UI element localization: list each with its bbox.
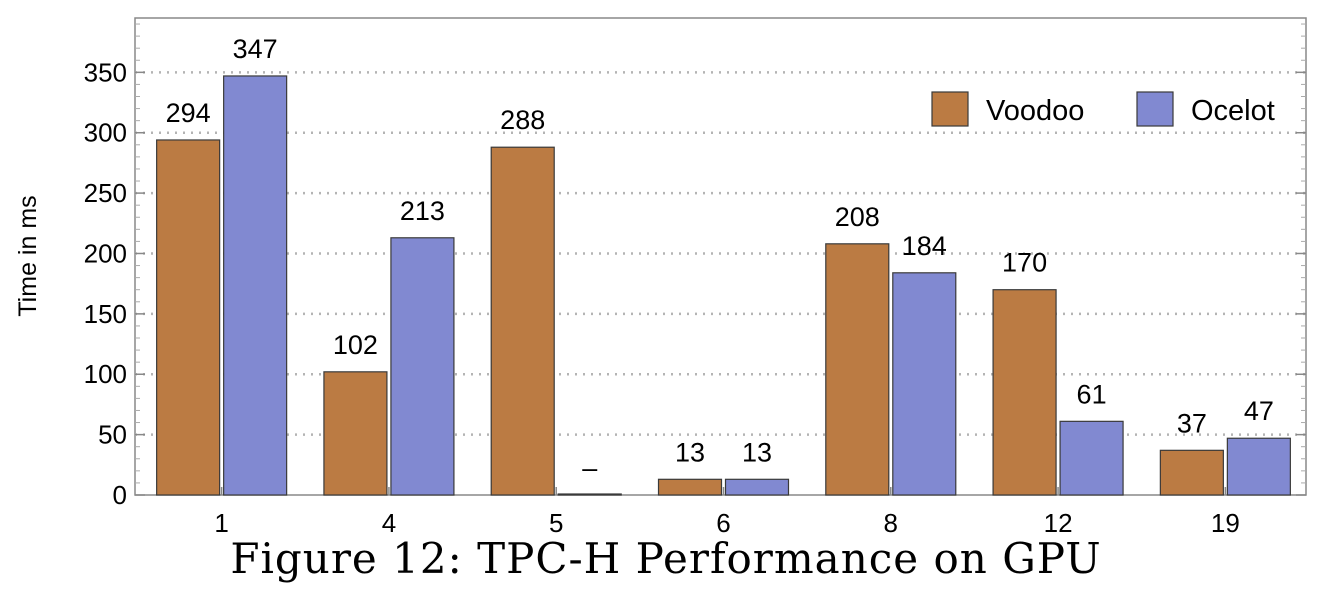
x-tick-label: 4: [382, 508, 396, 538]
bar-voodoo-19: [1159, 449, 1224, 496]
y-tick-label: 100: [84, 359, 127, 389]
y-tick-label: 300: [84, 118, 127, 148]
x-tick-label: 12: [1044, 508, 1073, 538]
bar-ocelot-5: [557, 493, 622, 496]
bar-chart: 0 50 100 150 200 250 300 350 1 4 5 6 8 12 19 294 347 10…: [14, 17, 1307, 538]
y-tick-label: 250: [84, 178, 127, 208]
plot-frame: [134, 17, 1307, 496]
bar-ocelot-1: [223, 75, 288, 496]
data-label-ocelot-6: 13: [742, 437, 772, 467]
data-label-voodoo-12: 170: [1002, 248, 1047, 278]
data-label-voodoo-19: 37: [1177, 408, 1207, 438]
bar-voodoo-5: [490, 146, 555, 496]
bar-ocelot-8: [892, 272, 957, 496]
x-tick-label: 19: [1211, 508, 1240, 538]
bar-ocelot-19: [1226, 437, 1291, 496]
data-label-voodoo-8: 208: [835, 202, 880, 232]
data-label-ocelot-19: 47: [1244, 396, 1274, 426]
legend-swatch-voodoo: [931, 91, 969, 127]
data-label-voodoo-1: 294: [166, 98, 211, 128]
data-label-voodoo-4: 102: [333, 330, 378, 360]
value-labels: 294 347 102 213 288 – 13 13 208 184 170 61 37 47: [166, 34, 1274, 483]
bar-voodoo-4: [323, 371, 388, 496]
y-tick-label: 150: [84, 299, 127, 329]
x-axis-ticks: 1 4 5 6 8 12 19: [214, 487, 1240, 538]
bar-voodoo-6: [657, 478, 723, 496]
y-axis-title: Time in ms: [14, 195, 42, 316]
bar-voodoo-1: [156, 139, 221, 496]
y-axis-ticks: 0 50 100 150 200 250 300 350: [84, 23, 1306, 510]
y-tick-label: 50: [98, 420, 127, 450]
y-tick-label: 200: [84, 238, 127, 268]
y-tick-label: 350: [84, 57, 127, 87]
bar-voodoo-8: [825, 243, 890, 496]
data-label-ocelot-12: 61: [1077, 379, 1107, 409]
data-label-ocelot-5: –: [582, 453, 597, 483]
y-tick-label: 0: [113, 480, 127, 510]
legend-swatch-ocelot: [1136, 91, 1174, 127]
bar-ocelot-4: [390, 237, 455, 496]
x-tick-label: 6: [716, 508, 730, 538]
figure-caption: Figure 12: TPC-H Performance on GPU: [230, 534, 1102, 583]
x-tick-label: 1: [214, 508, 228, 538]
data-label-voodoo-6: 13: [675, 437, 705, 467]
data-label-ocelot-4: 213: [400, 196, 445, 226]
gridlines: [135, 71, 1306, 436]
legend-label-voodoo: Voodoo: [986, 95, 1084, 127]
bar-ocelot-12: [1059, 420, 1124, 496]
data-label-ocelot-1: 347: [233, 34, 278, 64]
bar-voodoo-12: [992, 289, 1057, 496]
bars: [156, 75, 1291, 496]
legend: Voodoo Ocelot: [931, 91, 1275, 127]
x-tick-label: 5: [549, 508, 563, 538]
bar-ocelot-6: [724, 478, 790, 496]
x-tick-label: 8: [884, 508, 898, 538]
data-label-ocelot-8: 184: [902, 231, 947, 261]
data-label-voodoo-5: 288: [500, 105, 545, 135]
legend-label-ocelot: Ocelot: [1191, 95, 1275, 127]
